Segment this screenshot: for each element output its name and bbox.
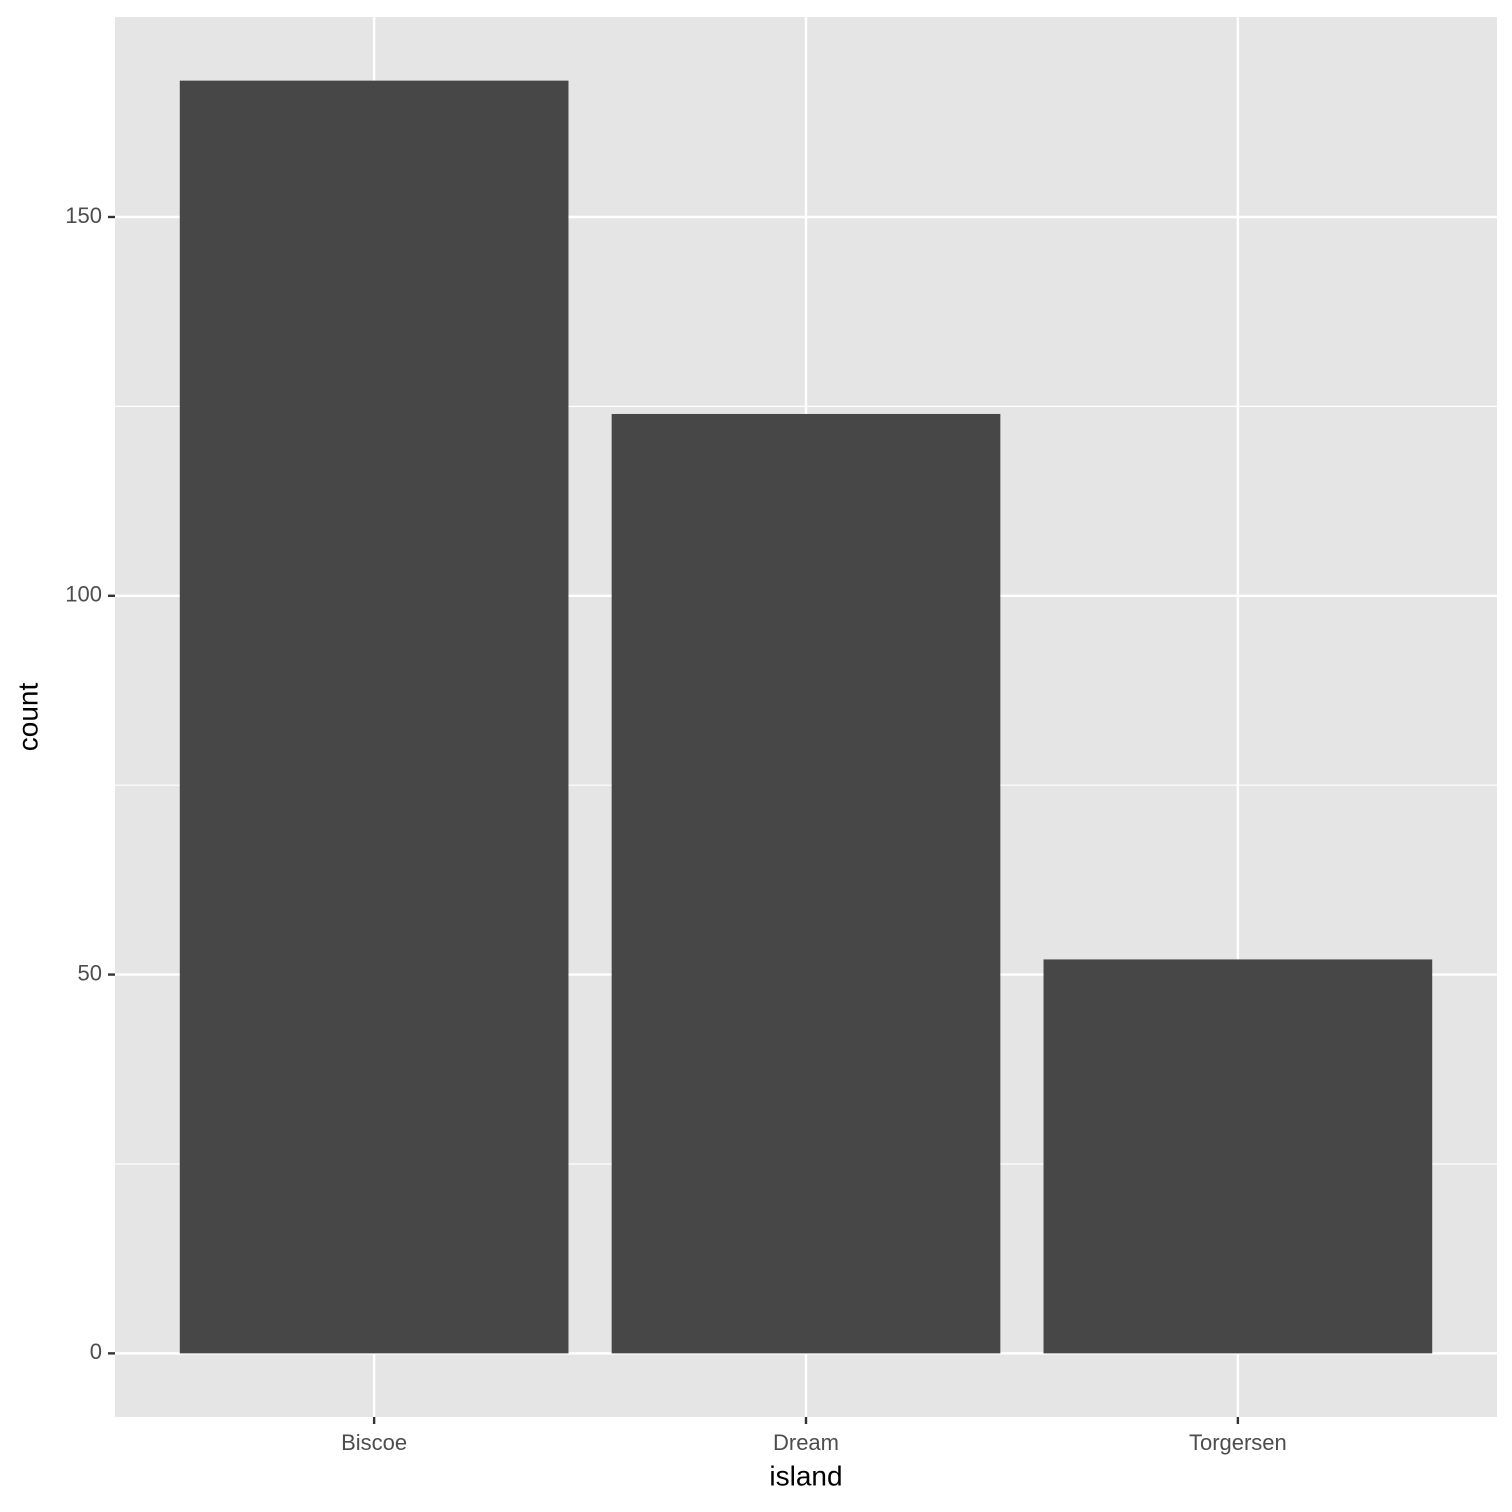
bar (179, 80, 569, 1354)
bars (179, 80, 1433, 1354)
y-tick-label: 150 (65, 203, 102, 228)
bar (611, 413, 1001, 1354)
y-tick-label: 100 (65, 582, 102, 607)
y-axis-title: count (12, 683, 43, 752)
x-tick-label: Biscoe (341, 1430, 407, 1455)
y-tick-label: 50 (78, 960, 102, 985)
axes: 0 50 100 150 Biscoe Dream Torgersen (65, 203, 1287, 1455)
y-tick-label: 0 (90, 1339, 102, 1364)
x-axis-title: island (769, 1460, 842, 1491)
x-tick-label: Torgersen (1189, 1430, 1287, 1455)
bar (1043, 959, 1433, 1354)
x-tick-label: Dream (773, 1430, 839, 1455)
